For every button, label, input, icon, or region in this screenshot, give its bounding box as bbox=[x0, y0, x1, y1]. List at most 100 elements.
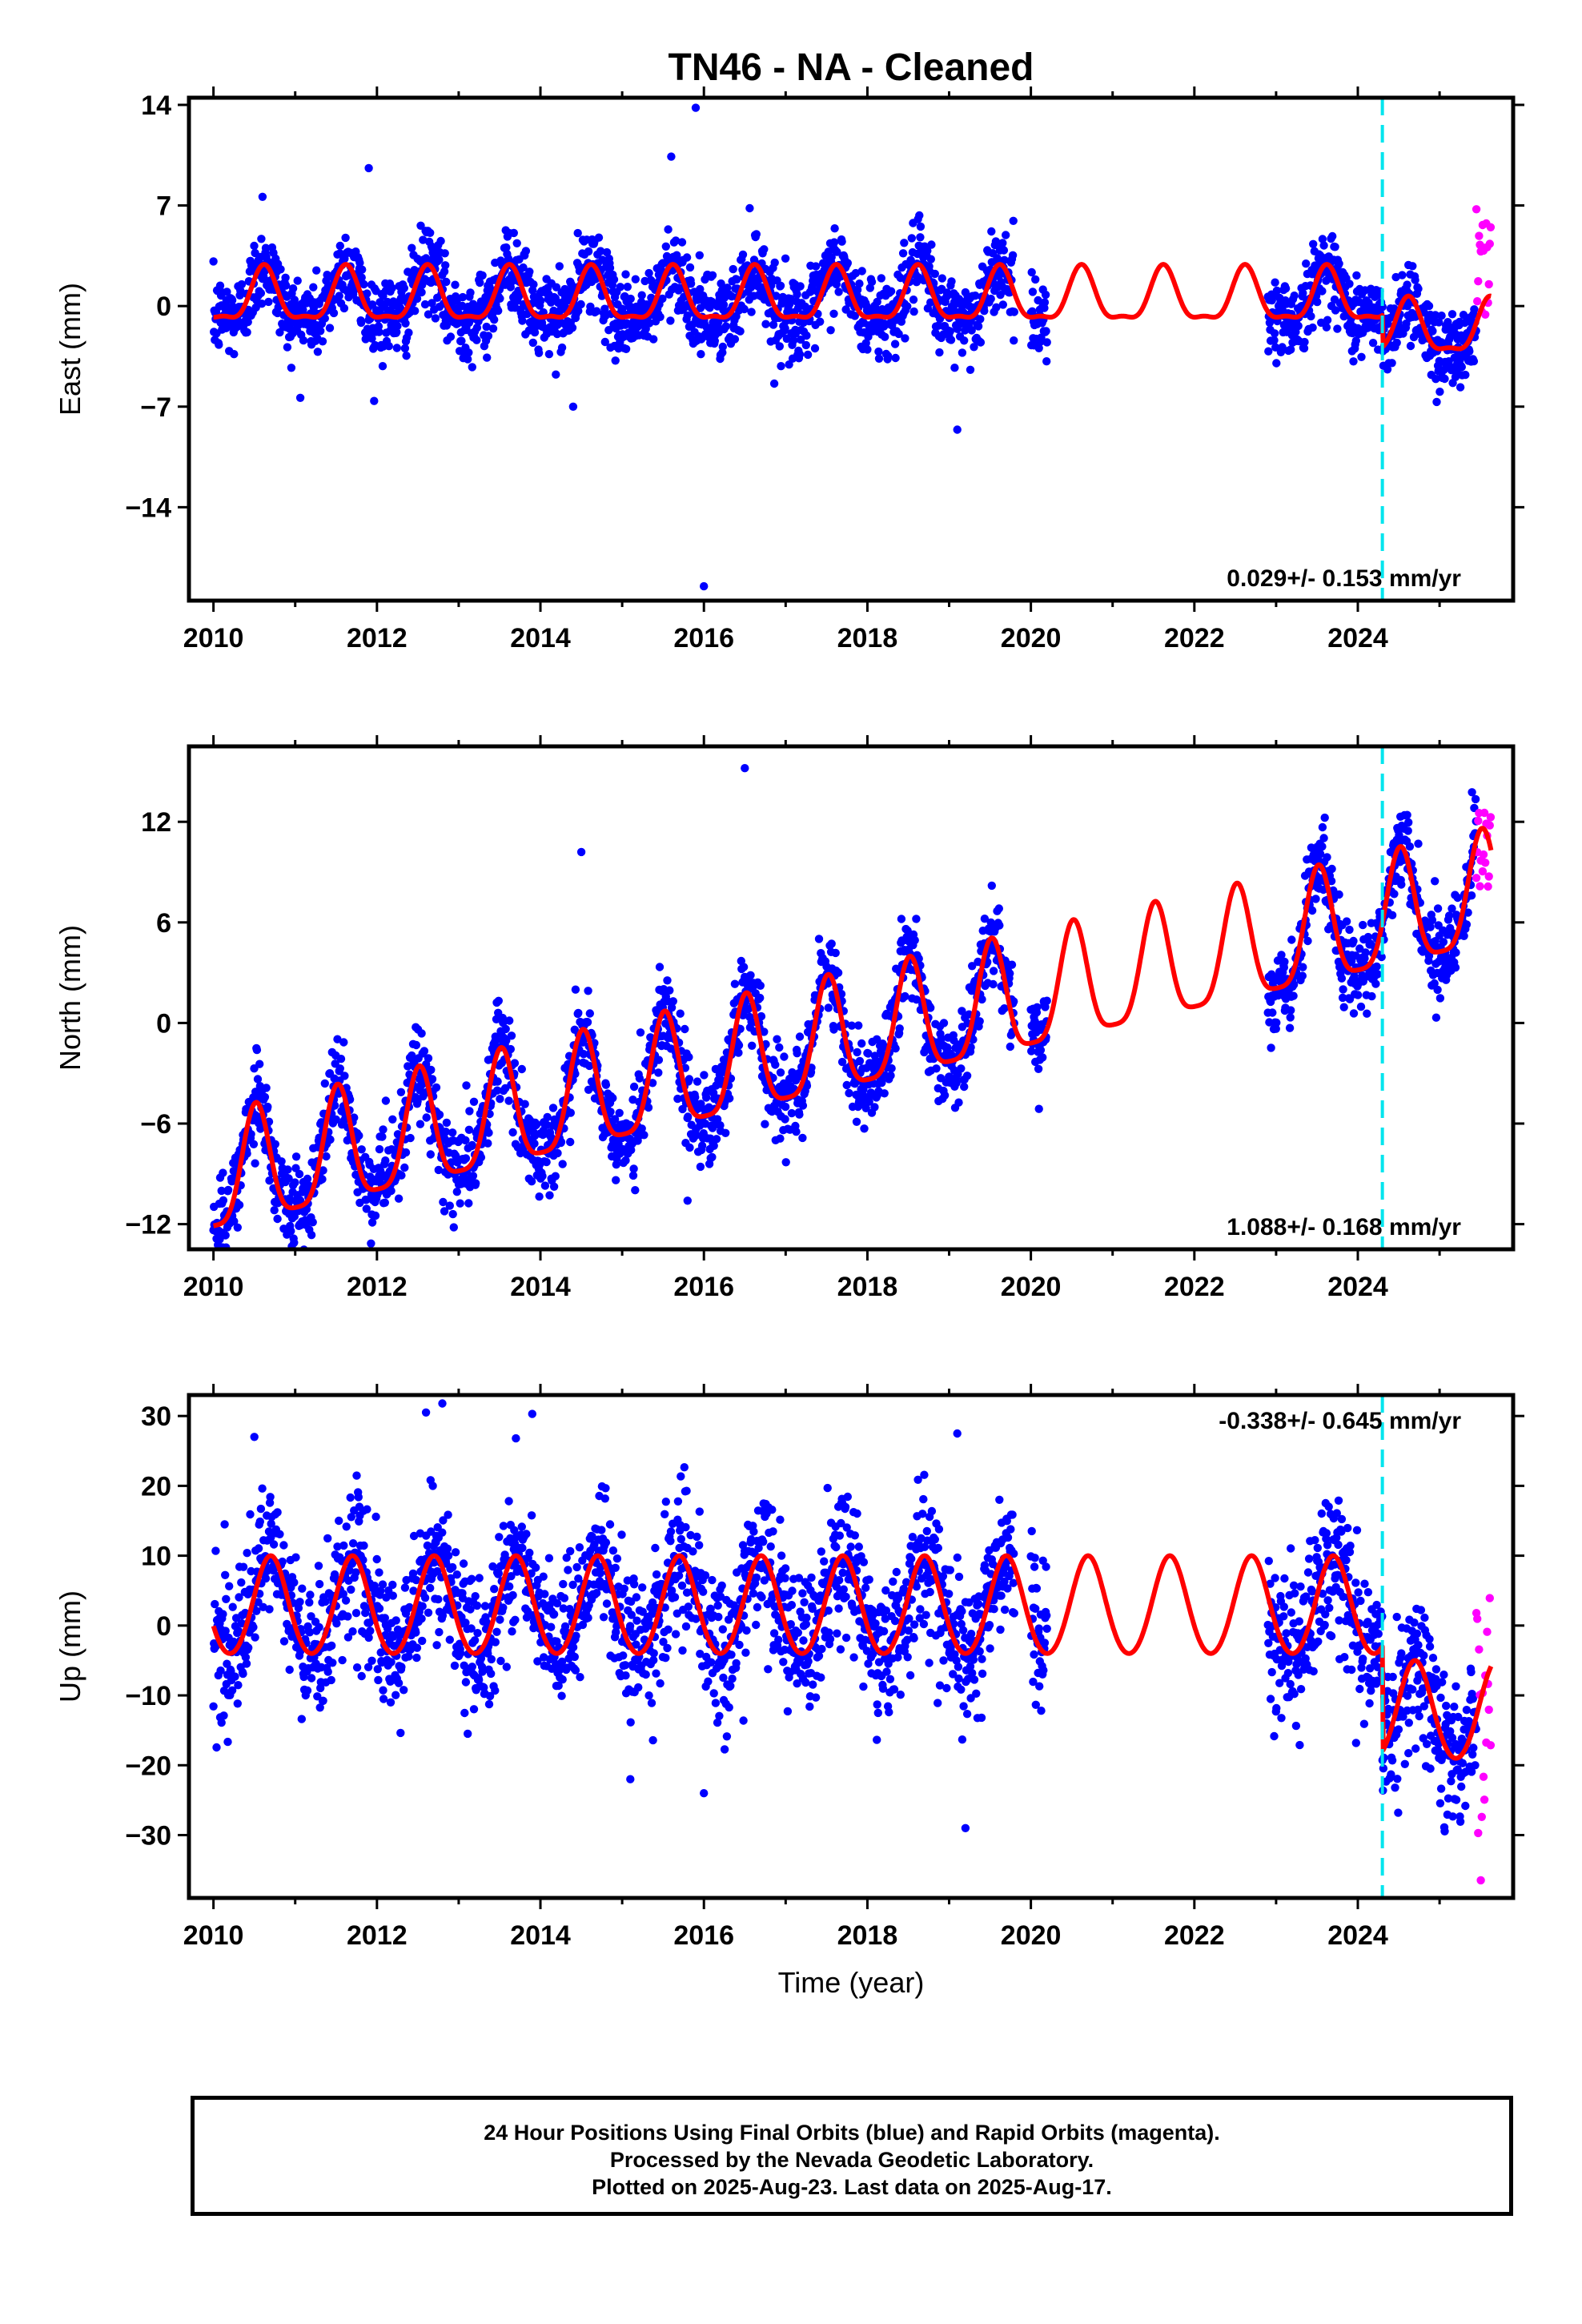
data-point bbox=[1355, 944, 1364, 953]
data-point bbox=[801, 340, 810, 350]
data-point bbox=[760, 1027, 769, 1036]
data-point bbox=[375, 1144, 384, 1154]
data-point bbox=[320, 314, 329, 323]
data-point bbox=[273, 1508, 282, 1517]
data-point bbox=[691, 1093, 700, 1102]
data-point bbox=[350, 1113, 359, 1122]
data-point bbox=[315, 1703, 324, 1712]
data-point bbox=[308, 1218, 317, 1227]
data-point bbox=[1277, 951, 1286, 959]
data-point bbox=[756, 993, 765, 1003]
data-point bbox=[518, 316, 527, 325]
data-point bbox=[629, 1082, 639, 1092]
data-point bbox=[320, 1079, 329, 1088]
outlier-point bbox=[953, 425, 962, 434]
data-point bbox=[362, 1204, 371, 1213]
data-point bbox=[666, 316, 675, 325]
data-point bbox=[802, 331, 811, 340]
data-point bbox=[1331, 306, 1340, 315]
data-point bbox=[375, 328, 383, 336]
data-point bbox=[718, 342, 727, 352]
data-point bbox=[1447, 310, 1457, 319]
outlier-point bbox=[708, 1152, 717, 1162]
data-point bbox=[663, 976, 672, 985]
data-point bbox=[404, 1062, 412, 1071]
data-point bbox=[671, 236, 681, 245]
data-point bbox=[1307, 312, 1315, 321]
rapid-point bbox=[1481, 858, 1490, 867]
data-point bbox=[523, 309, 532, 319]
data-point bbox=[1042, 327, 1050, 336]
data-point bbox=[555, 262, 564, 271]
data-point bbox=[261, 1574, 271, 1583]
data-point bbox=[912, 995, 921, 1004]
data-point bbox=[1453, 893, 1462, 903]
data-point bbox=[1349, 357, 1358, 366]
data-point bbox=[946, 327, 955, 336]
data-point bbox=[803, 350, 813, 360]
data-point bbox=[456, 1199, 464, 1208]
x-tick-label: 2020 bbox=[1001, 623, 1062, 653]
data-point bbox=[1289, 991, 1298, 1000]
data-point bbox=[857, 1039, 866, 1048]
data-point bbox=[544, 350, 554, 359]
data-point bbox=[852, 1117, 861, 1127]
data-point bbox=[629, 1164, 638, 1173]
data-point bbox=[363, 289, 371, 298]
data-point bbox=[241, 1653, 251, 1662]
data-point bbox=[307, 1674, 316, 1683]
data-point bbox=[251, 1633, 259, 1642]
data-point bbox=[397, 1171, 406, 1180]
data-point bbox=[864, 1049, 873, 1058]
data-point bbox=[519, 263, 528, 272]
data-point bbox=[278, 1557, 287, 1566]
data-point bbox=[242, 1659, 251, 1668]
data-point bbox=[1308, 323, 1317, 332]
data-point bbox=[980, 307, 989, 316]
data-point bbox=[853, 1047, 861, 1057]
data-point bbox=[462, 1081, 471, 1090]
data-point bbox=[536, 296, 545, 305]
data-point bbox=[542, 1157, 551, 1167]
data-point bbox=[615, 1108, 624, 1118]
data-point bbox=[411, 307, 420, 316]
y-tick-label: 12 bbox=[141, 807, 171, 838]
data-point bbox=[708, 271, 717, 279]
data-point bbox=[658, 294, 667, 304]
data-point bbox=[393, 1130, 403, 1139]
data-point bbox=[530, 1139, 539, 1148]
data-point bbox=[606, 1108, 615, 1116]
data-point bbox=[1444, 911, 1454, 920]
data-point bbox=[1397, 880, 1406, 889]
data-point bbox=[1467, 891, 1476, 900]
outlier-point bbox=[667, 152, 676, 161]
data-point bbox=[1034, 296, 1042, 305]
data-point bbox=[886, 1071, 895, 1080]
data-point bbox=[1430, 979, 1439, 988]
data-point bbox=[1470, 305, 1479, 314]
x-tick-label: 2024 bbox=[1327, 623, 1388, 653]
rapid-point bbox=[1472, 205, 1481, 214]
data-point bbox=[637, 1124, 646, 1133]
data-point bbox=[432, 1083, 441, 1092]
data-point bbox=[451, 280, 460, 289]
data-point bbox=[1391, 272, 1400, 282]
data-point bbox=[416, 1120, 425, 1128]
data-point bbox=[886, 287, 896, 296]
data-point bbox=[1038, 1053, 1047, 1062]
data-point bbox=[362, 1196, 371, 1204]
rate-label: 1.088+/- 0.168 mm/yr bbox=[1227, 1214, 1461, 1240]
data-point bbox=[576, 300, 585, 309]
data-point bbox=[387, 283, 396, 292]
data-point bbox=[488, 324, 498, 333]
data-point bbox=[829, 1025, 838, 1034]
y-tick-label: −12 bbox=[125, 1210, 171, 1240]
data-point bbox=[1286, 1013, 1295, 1022]
x-tick-label: 2010 bbox=[183, 623, 244, 653]
data-point bbox=[761, 1120, 769, 1128]
data-point bbox=[341, 233, 350, 243]
data-point bbox=[770, 258, 779, 267]
data-point bbox=[654, 1068, 663, 1077]
data-point bbox=[1327, 877, 1336, 886]
data-point bbox=[552, 370, 560, 379]
